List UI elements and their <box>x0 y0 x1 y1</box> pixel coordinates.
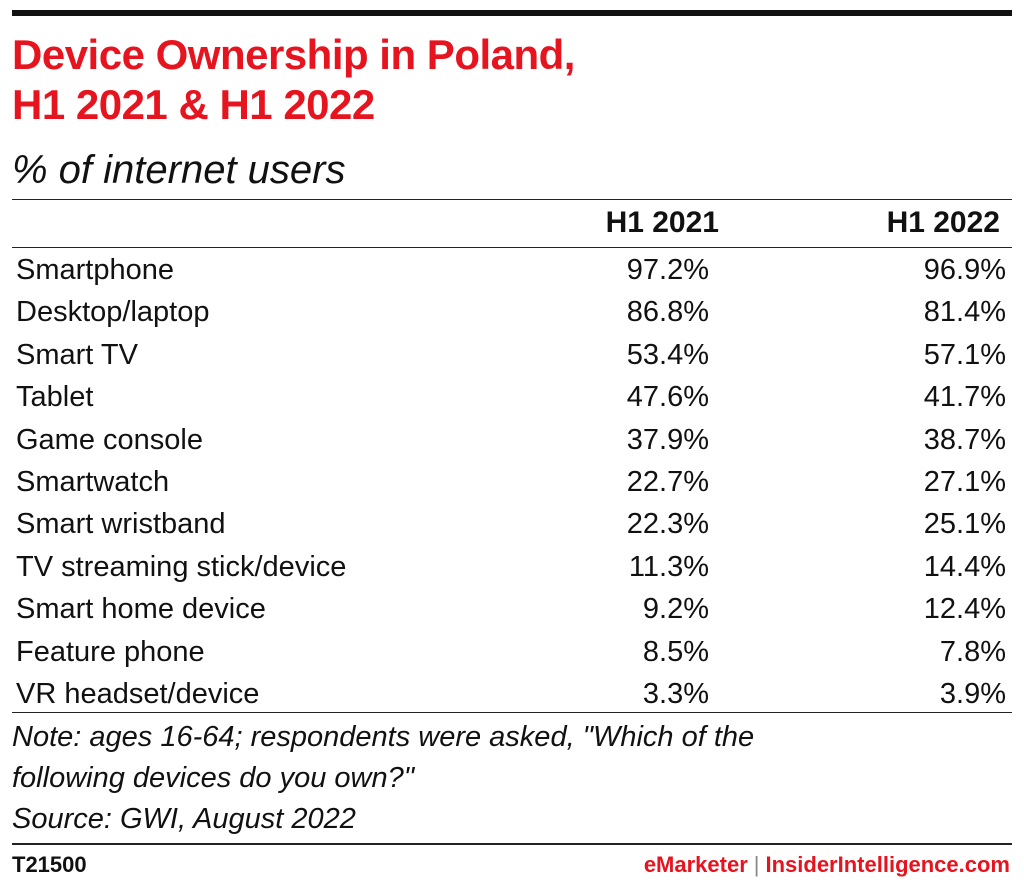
table-row: Smart wristband 22.3% 25.1% <box>12 503 1012 545</box>
cell-h1-2021: 97.2% <box>626 254 709 286</box>
source-line: Source: GWI, August 2022 <box>12 803 356 835</box>
table-row: Smartwatch 22.7% 27.1% <box>12 461 1012 503</box>
chart-id: T21500 <box>12 852 87 877</box>
cell-h1-2021: 9.2% <box>642 593 709 626</box>
table-row: VR headset/device 3.3% 3.9% <box>12 673 1012 715</box>
row-label: TV streaming stick/device <box>16 550 347 583</box>
row-label: Smartwatch <box>16 466 170 498</box>
note-block: Note: ages 16-64; respondents were asked… <box>12 717 1012 840</box>
note-line-2: following devices do you own?" <box>12 762 415 794</box>
table-row: Smart TV 53.4% 57.1% <box>12 334 1012 376</box>
chart-subtitle: % of internet users <box>12 148 346 192</box>
table-bottom-rule <box>12 712 1012 713</box>
brand-insiderintelligence: InsiderIntelligence.com <box>765 852 1010 877</box>
cell-h1-2022: 14.4% <box>923 550 1006 583</box>
header-rule-top <box>12 199 1012 200</box>
top-rule <box>12 10 1012 16</box>
row-label: Smart wristband <box>16 508 226 541</box>
row-label: Smart home device <box>16 593 266 626</box>
cell-h1-2021: 22.3% <box>626 508 709 541</box>
table-row: Desktop/laptop 86.8% 81.4% <box>12 291 1012 333</box>
row-label: Tablet <box>16 381 94 414</box>
cell-h1-2022: 3.9% <box>939 678 1006 710</box>
cell-h1-2022: 12.4% <box>923 593 1006 626</box>
row-label: VR headset/device <box>16 678 260 710</box>
table-row: Feature phone 8.5% 7.8% <box>12 631 1012 673</box>
cell-h1-2021: 53.4% <box>626 338 709 371</box>
cell-h1-2022: 7.8% <box>939 635 1006 668</box>
note-line-1: Note: ages 16-64; respondents were asked… <box>12 721 755 753</box>
column-header-h1-2022: H1 2022 <box>886 206 1000 239</box>
cell-h1-2021: 37.9% <box>626 423 709 456</box>
cell-h1-2021: 47.6% <box>626 381 709 414</box>
cell-h1-2021: 8.5% <box>642 635 709 668</box>
cell-h1-2021: 11.3% <box>628 550 709 583</box>
chart-title: Device Ownership in Poland, H1 2021 & H1… <box>12 30 1012 130</box>
cell-h1-2022: 96.9% <box>923 254 1006 286</box>
cell-h1-2022: 27.1% <box>923 466 1006 498</box>
cell-h1-2022: 25.1% <box>923 508 1006 541</box>
table-row: Game console 37.9% 38.7% <box>12 419 1012 461</box>
cell-h1-2021: 22.7% <box>626 466 709 498</box>
row-label: Feature phone <box>16 635 205 668</box>
row-label: Smart TV <box>16 338 138 371</box>
cell-h1-2022: 41.7% <box>923 381 1006 414</box>
brand-separator: | <box>753 852 760 877</box>
cell-h1-2022: 57.1% <box>923 338 1006 371</box>
cell-h1-2022: 38.7% <box>923 423 1006 456</box>
table-row: Smartphone 97.2% 96.9% <box>12 249 1012 291</box>
table-row: Smart home device 9.2% 12.4% <box>12 588 1012 630</box>
brand-emarketer: eMarketer <box>643 852 748 877</box>
cell-h1-2021: 86.8% <box>626 296 709 329</box>
cell-h1-2022: 81.4% <box>923 296 1006 329</box>
row-label: Smartphone <box>16 254 174 286</box>
column-header-h1-2021: H1 2021 <box>605 206 719 239</box>
table-row: TV streaming stick/device 11.3% 14.4% <box>12 546 1012 588</box>
table-row: Tablet 47.6% 41.7% <box>12 376 1012 418</box>
title-line-2: H1 2021 & H1 2022 <box>12 81 375 128</box>
header-rule-bottom <box>12 247 1012 248</box>
footer-rule <box>12 843 1012 845</box>
row-label: Desktop/laptop <box>16 296 210 329</box>
footer-brand: eMarketer | InsiderIntelligence.com <box>644 851 1010 879</box>
title-line-1: Device Ownership in Poland, <box>12 31 575 78</box>
row-label: Game console <box>16 423 203 456</box>
cell-h1-2021: 3.3% <box>642 678 709 710</box>
